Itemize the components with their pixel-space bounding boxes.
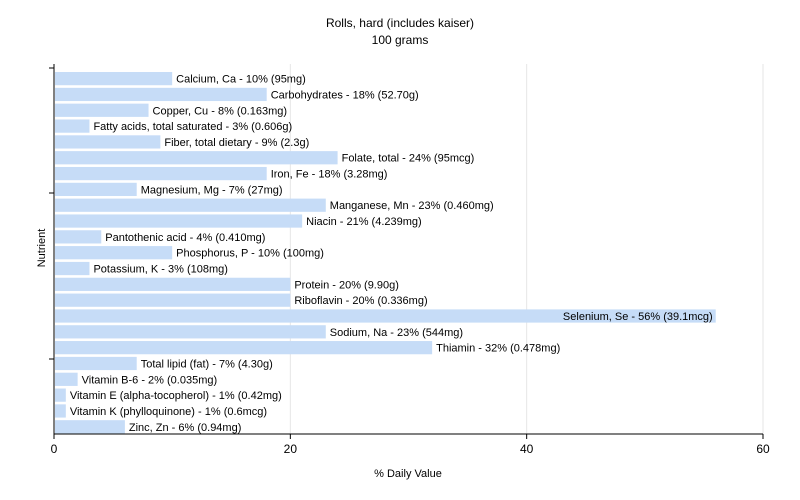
bar-label-6: Iron, Fe - 18% (3.28mg) [271,169,388,181]
bar-6 [55,166,267,181]
bar-label-3: Fatty acids, total saturated - 3% (0.606… [93,121,292,133]
bar-label-21: Vitamin K (phylloquinone) - 1% (0.6mcg) [70,406,267,418]
chart-title: Rolls, hard (includes kaiser) [326,16,474,30]
bar-label-15: Selenium, Se - 56% (39.1mcg) [563,311,713,323]
bar-label-13: Protein - 20% (9.90g) [294,279,399,291]
bars: Calcium, Ca - 10% (95mg) Carbohydrates - … [55,72,716,434]
bar-18 [55,356,137,371]
bar-label-17: Thiamin - 32% (0.478mg) [436,343,560,355]
bar-21 [55,404,66,418]
bar-22 [55,420,125,434]
x-tick-label-0: 0 [51,442,58,456]
bar-label-14: Riboflavin - 20% (0.336mg) [294,295,427,307]
bar-label-19: Vitamin B-6 - 2% (0.035mg) [82,374,218,386]
axes: 0 20 40 60 [49,64,770,456]
bar-5 [55,151,338,165]
bar-12 [55,261,90,276]
bar-14 [55,293,291,307]
x-tick-label-1: 20 [284,442,298,456]
bar-11 [55,246,173,260]
bar-9 [55,214,303,228]
gridlines [289,64,764,434]
bar-15 [55,309,716,323]
bar-label-5: Folate, total - 24% (95mcg) [342,153,475,165]
x-tick-label-2: 40 [520,442,534,456]
bar-label-20: Vitamin E (alpha-tocopherol) - 1% (0.42m… [70,390,282,402]
bar-0 [55,72,173,86]
bar-4 [55,135,161,149]
bar-label-8: Manganese, Mn - 23% (0.460mg) [330,200,494,212]
bar-label-12: Potassium, K - 3% (108mg) [93,264,228,276]
bar-7 [55,182,137,197]
bar-label-11: Phosphorus, P - 10% (100mg) [176,248,324,260]
bar-label-2: Copper, Cu - 8% (0.163mg) [153,105,288,117]
bar-label-0: Calcium, Ca - 10% (95mg) [176,74,306,86]
bar-3 [55,119,90,133]
bar-label-9: Niacin - 21% (4.239mg) [306,216,422,228]
bar-10 [55,230,102,244]
bar-8 [55,198,326,212]
bar-label-16: Sodium, Na - 23% (544mg) [330,327,463,339]
bar-label-22: Zinc, Zn - 6% (0.94mg) [129,422,241,434]
x-tick-label-3: 60 [756,442,770,456]
x-axis-label: % Daily Value [374,468,442,480]
bar-13 [55,277,291,291]
bar-19 [55,372,78,386]
bar-2 [55,103,149,117]
bar-17 [55,341,433,355]
bar-label-7: Magnesium, Mg - 7% (27mg) [141,184,283,196]
bar-20 [55,388,66,402]
bar-16 [55,325,326,339]
bar-label-10: Pantothenic acid - 4% (0.410mg) [105,232,265,244]
bar-label-4: Fiber, total dietary - 9% (2.3g) [164,137,309,149]
chart-subtitle: 100 grams [372,33,429,47]
bar-label-1: Carbohydrates - 18% (52.70g) [271,89,419,101]
bar-1 [55,87,267,102]
bar-label-18: Total lipid (fat) - 7% (4.30g) [141,358,273,370]
y-axis-label: Nutrient [36,229,48,268]
